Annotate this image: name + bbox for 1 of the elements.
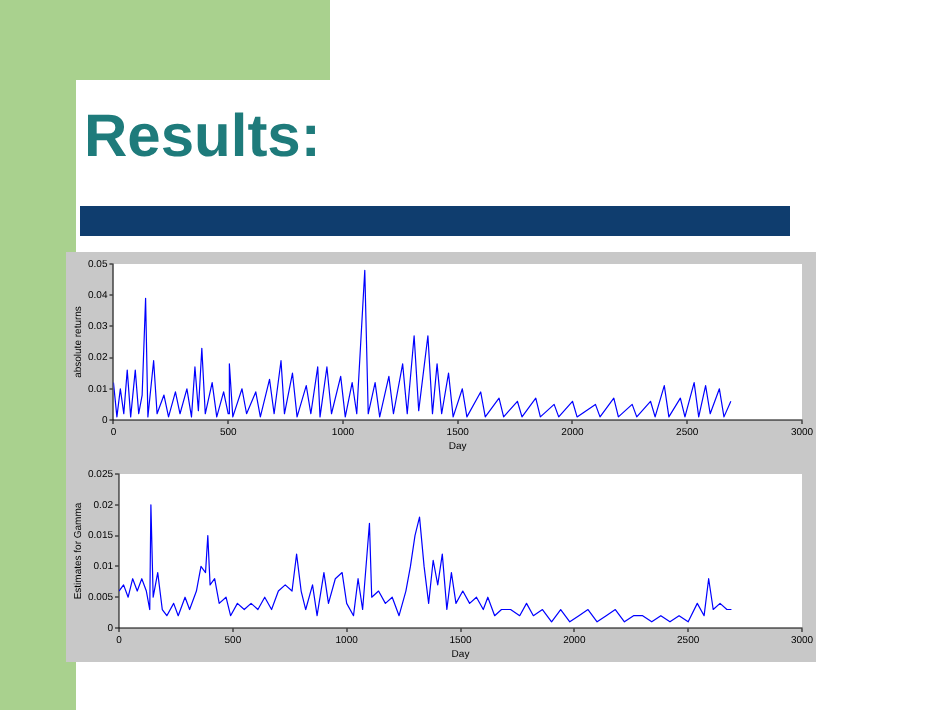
chart-title: Results:: [84, 104, 321, 172]
